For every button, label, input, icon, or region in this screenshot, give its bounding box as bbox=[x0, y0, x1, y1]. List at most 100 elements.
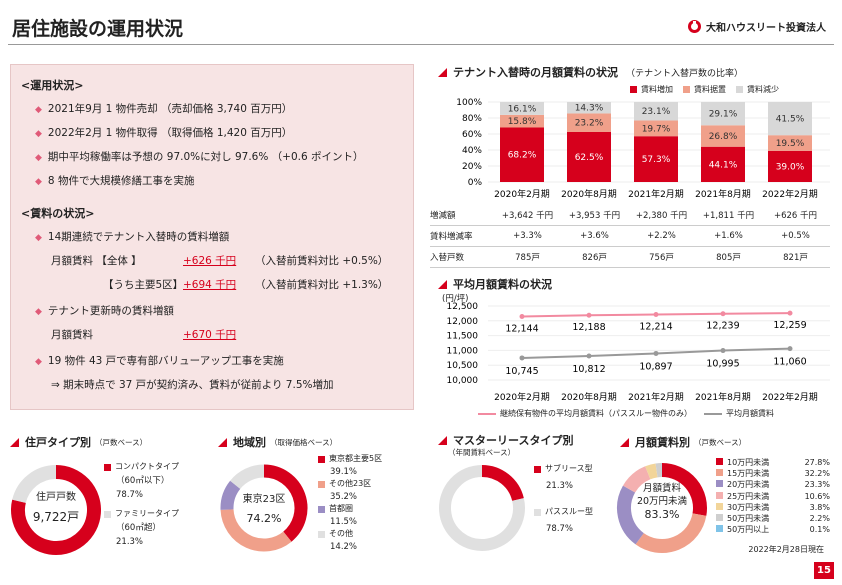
bar-segment bbox=[634, 136, 678, 182]
operation-item: 2021年9月 1 物件売却 （売却価格 3,740 百万円） bbox=[35, 101, 292, 116]
section-marker-icon bbox=[218, 437, 227, 447]
bar-value-label: 39.0% bbox=[776, 162, 805, 172]
area-section-title: 地域別 （取得価格ベース） bbox=[218, 434, 337, 450]
donut-slice bbox=[645, 463, 658, 480]
x-category-label: 2021年8月期 bbox=[695, 188, 751, 200]
data-label: 10,897 bbox=[639, 361, 672, 372]
legend-pct: 14.2% bbox=[330, 541, 358, 552]
x-category-label: 2021年2月期 bbox=[628, 188, 684, 200]
bar-value-label: 57.3% bbox=[642, 155, 671, 165]
rent-row1-value: +626 千円 bbox=[183, 255, 237, 267]
legend-item: その他23区 bbox=[318, 478, 382, 491]
bar-value-label: 14.3% bbox=[575, 104, 604, 114]
operation-item: 期中平均稼働率は予想の 97.0%に対し 97.6% （+0.6 ポイント） bbox=[35, 149, 364, 164]
y-tick-label: 80% bbox=[462, 114, 482, 124]
data-point bbox=[519, 314, 525, 320]
bar-segment bbox=[634, 102, 678, 121]
rent-row1-note: （入替前賃料対比 +0.5%） bbox=[255, 255, 389, 267]
donut-slice bbox=[481, 465, 524, 502]
data-label: 12,239 bbox=[706, 321, 739, 332]
section-marker-icon bbox=[10, 437, 19, 447]
y-tick-label: 10,500 bbox=[447, 361, 479, 371]
type-note: （戸数ベース） bbox=[95, 437, 148, 447]
legend-item: 10万円未満 27.8% bbox=[716, 457, 830, 468]
master-note: （年間賃料ベース） bbox=[448, 448, 516, 457]
legend-pct: 11.5% bbox=[330, 516, 358, 527]
table-cell: 756戸 bbox=[649, 253, 674, 263]
legend-decrease: 賃料減少 bbox=[736, 84, 779, 95]
x-category-label: 2022年2月期 bbox=[762, 391, 818, 403]
data-label: 10,995 bbox=[706, 359, 739, 370]
area-title: 地域別 bbox=[233, 436, 266, 449]
legend-pct: 78.7% bbox=[116, 490, 144, 500]
donut-slice bbox=[11, 465, 101, 555]
replacement-legend: 賃料増加 賃料据置 賃料減少 bbox=[630, 84, 779, 95]
bar-value-label: 19.7% bbox=[642, 124, 671, 134]
legend-item: サブリース型 bbox=[534, 462, 593, 476]
rent-item: テナント更新時の賃料増額 bbox=[35, 303, 174, 318]
avg-rent-line-chart: 10,000 10,500 11,000 11,500 12,000 12,500 12,1… bbox=[447, 302, 830, 403]
logo-mark-icon bbox=[688, 20, 701, 33]
bar-segment bbox=[500, 127, 544, 182]
legend-item: コンパクトタイプ bbox=[104, 460, 179, 474]
page-number: 15 bbox=[814, 562, 834, 579]
data-point bbox=[787, 310, 793, 316]
bar-segment bbox=[768, 135, 812, 151]
bar-segment bbox=[500, 114, 544, 128]
type-center-label: 住戸戸数 bbox=[36, 492, 76, 503]
area-donut-chart bbox=[220, 464, 308, 552]
legend-item: 50万円以上 0.1% bbox=[716, 524, 830, 535]
rent-band-center-value: 83.3% bbox=[644, 508, 680, 521]
donut-slice bbox=[635, 513, 707, 553]
bar-segment bbox=[634, 120, 678, 137]
table-cell: 805戸 bbox=[716, 253, 741, 263]
rent-band-note: （戸数ベース） bbox=[694, 437, 747, 447]
rent-band-legend: 10万円未満 27.8% 15万円未満 32.2% 20万円未満 23.3% 25万円未満 1… bbox=[716, 457, 830, 535]
table-cell: 821戸 bbox=[783, 253, 808, 263]
y-tick-label: 20% bbox=[462, 162, 482, 172]
bar-value-label: 29.1% bbox=[709, 110, 738, 120]
type-section-title: 住戸タイプ別 （戸数ベース） bbox=[10, 434, 147, 450]
avg-rent-unit: (円/坪) bbox=[442, 294, 469, 304]
rent-row1-label: 月額賃料 【全体 】 bbox=[51, 255, 142, 267]
table-row-label: 増減額 bbox=[430, 211, 456, 221]
replacement-section-title: テナント入替時の月額賃料の状況 （テナント入替戸数の比率） bbox=[438, 64, 743, 80]
type-title: 住戸タイプ別 bbox=[25, 436, 91, 449]
area-center-label: 東京23区 bbox=[242, 494, 286, 505]
section-marker-icon bbox=[438, 435, 447, 445]
as-of-date: 2022年2月28日現在 bbox=[748, 545, 824, 554]
rent-band-title: 月額賃料別 bbox=[635, 436, 690, 449]
section-marker-icon bbox=[438, 67, 447, 77]
y-tick-label: 11,500 bbox=[447, 332, 479, 342]
type-center: 住戸戸数 9,722戸 bbox=[8, 488, 104, 525]
x-category-label: 2020年8月期 bbox=[561, 188, 617, 200]
legend-pct: 39.1% bbox=[330, 466, 358, 477]
legend-item: 東京都主要5区 bbox=[318, 453, 382, 466]
legend-item: 50万円未満 2.2% bbox=[716, 513, 830, 524]
bar-value-label: 44.1% bbox=[709, 160, 738, 170]
master-title: マスターリースタイプ別 bbox=[453, 434, 574, 447]
x-category-label: 2020年2月期 bbox=[494, 391, 550, 403]
table-cell: +626 千円 bbox=[773, 211, 818, 221]
data-point bbox=[586, 353, 592, 359]
legend-pct: 35.2% bbox=[330, 491, 358, 502]
page-title: 居住施設の運用状況 bbox=[12, 18, 184, 40]
table-cell: +0.5% bbox=[781, 231, 810, 241]
bar-segment bbox=[567, 132, 611, 182]
y-tick-label: 10,000 bbox=[447, 376, 479, 386]
bar-value-label: 19.5% bbox=[776, 139, 805, 149]
donut-slice bbox=[617, 485, 645, 545]
donut-slice bbox=[439, 465, 525, 551]
data-label: 12,214 bbox=[639, 321, 672, 332]
data-label: 10,745 bbox=[505, 366, 538, 377]
data-label: 11,060 bbox=[773, 357, 806, 368]
rent-row2-value: +694 千円 bbox=[183, 279, 237, 291]
data-label: 12,144 bbox=[505, 324, 538, 335]
table-row: 増減額 +3,642 千円 +3,953 千円 +2,380 千円 +1,811… bbox=[430, 205, 830, 226]
operation-item: 2022年2月 1 物件取得 （取得価格 1,420 百万円） bbox=[35, 125, 292, 140]
legend-item: 首都圏 bbox=[318, 503, 382, 516]
y-tick-label: 11,000 bbox=[447, 346, 479, 356]
bar-value-label: 15.8% bbox=[508, 117, 537, 127]
bar-segment bbox=[701, 125, 745, 147]
rent-row3-value: +670 千円 bbox=[183, 329, 237, 341]
